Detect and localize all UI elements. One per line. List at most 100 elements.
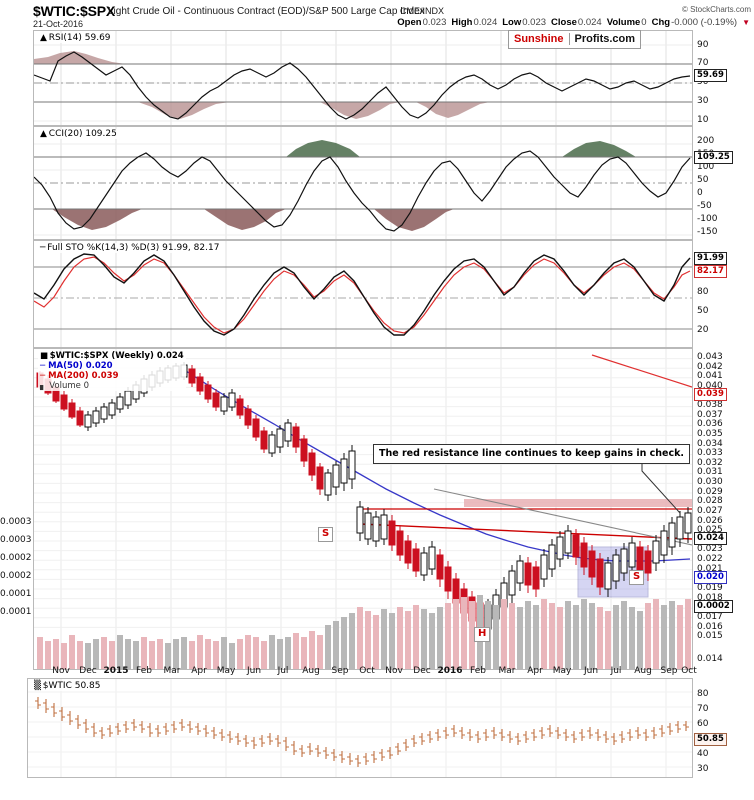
ma200-legend-text: MA(200) 0.039 [48,371,119,381]
xlab-20: Jul [610,666,622,676]
wtic-ytick-60: 60 [697,719,709,729]
quote-date: 21-Oct-2016 [33,19,84,29]
price-ytick-16: 0.027 [697,506,723,516]
xlab-6: May [216,666,236,676]
price-ytick-21: 0.022 [697,554,723,564]
chart-header: $WTIC:$SPX Light Crude Oil - Continuous … [0,0,754,32]
low-value: 0.023 [522,17,547,28]
xlab-21: Aug [634,666,652,676]
rsi-legend: ▲ RSI(14) 59.69 [38,33,113,43]
volume-legend-text: Volume 0 [49,381,89,391]
xlab-8: Jul [277,666,289,676]
ticker-symbol: $WTIC:$SPX [33,3,116,19]
stochastic-d-flag: 82.17 [694,265,727,278]
cci-legend-text: CCI(20) 109.25 [48,129,117,139]
price-ytick-0: 0.043 [697,352,723,362]
low-label: Low [502,17,522,28]
ma50-legend-text: MA(50) 0.020 [48,361,113,371]
open-label: Open [397,17,422,28]
price-svg [34,349,692,669]
xlab-19: Jun [583,666,599,676]
volume-bars-icon: ▖ [40,381,47,391]
ohlc-bars-icon: ▒ [34,681,41,691]
close-value: 0.024 [577,17,602,28]
instrument-description: Light Crude Oil - Continuous Contract (E… [108,6,425,17]
ma200-line [591,354,692,388]
rsi-legend-text: RSI(14) 59.69 [48,33,111,43]
cci-ytick-neg50: -50 [697,201,712,211]
xlab-1: Dec [79,666,97,676]
price-plot [34,349,692,669]
wtic-vertical-gridlines [60,679,667,777]
cci-panel: ▲ CCI(20) 109.25 [33,126,693,240]
stockcharts-attribution: © StockCharts.com [681,5,751,14]
price-ytick-6: 0.037 [697,410,723,420]
xlab-3: Feb [136,666,152,676]
annotation-callout: The red resistance line continues to kee… [373,444,691,464]
xlab-13: Dec [413,666,431,676]
price-ytick-18: 0.025 [697,525,723,535]
rsi-ytick-10: 10 [697,115,709,125]
xlab-0: Nov [52,666,70,676]
wtic-value-flag: 50.85 [694,733,727,746]
stochastic-legend: ─ Full STO %K(14,3) %D(3) 91.99, 82.17 [38,243,222,253]
price-ytick-24: 0.019 [697,583,723,593]
ma50-swatch-icon: ─ [40,361,46,371]
stochastic-svg [34,241,692,347]
rsi-value-flag: 59.69 [694,69,727,82]
xlab-14: 2016 [437,666,463,676]
candlestick-icon: ■ [40,351,48,361]
wtic-ytick-80: 80 [697,689,709,699]
cci-positive-fill-1 [286,140,360,157]
volume-ytick-5: 0.0001 [0,607,32,617]
high-label: High [451,17,473,28]
cci-legend: ▲ CCI(20) 109.25 [38,129,119,139]
cci-ytick-50: 50 [697,175,709,185]
stochastic-k-line [34,253,691,336]
wtic-svg [28,679,692,777]
rsi-oversold-fill [138,102,230,119]
rsi-overbought-fill [34,51,126,64]
cci-ytick-neg150: -150 [697,227,718,237]
xlab-11: Oct [359,666,375,676]
cci-svg [34,127,692,239]
wtic-legend: ▒ $WTIC 50.85 [32,681,103,691]
sunshine-profits-watermark: Sunshine Profits.com [508,30,642,49]
volume-value: 0 [641,17,647,28]
price-ytick-10: 0.033 [697,448,723,458]
resistance-band [464,499,692,507]
price-ytick-20: 0.023 [697,544,723,554]
volume-ytick-2: 0.0002 [0,553,32,563]
chevron-down-icon[interactable]: ▼ [742,18,750,27]
rsi-line [34,51,691,120]
cci-horizontal-gridlines [34,143,692,236]
cci-ytick-neg100: -100 [697,214,718,224]
ma50-legend: ─ MA(50) 0.020 [40,361,184,371]
candlestick-series [36,362,692,639]
price-ytick-13: 0.030 [697,477,723,487]
last-price-flag: 0.024 [694,532,727,545]
ma50-line [185,370,691,562]
cci-value-flag: 109.25 [694,151,733,164]
price-ytick-8: 0.035 [697,429,723,439]
xlab-10: Sep [331,666,349,676]
volume-ytick-3: 0.0002 [0,571,32,581]
xlab-9: Aug [302,666,320,676]
xlab-16: Mar [498,666,516,676]
price-ytick-28: 0.015 [697,631,723,641]
xlab-17: Apr [527,666,543,676]
cci-line [34,150,691,232]
watermark-sunshine: Sunshine [509,33,570,45]
price-ytick-15: 0.028 [697,496,723,506]
close-label: Close [551,17,577,28]
wtic-ohlc-bars [35,697,689,767]
wtic-legend-text: $WTIC 50.85 [42,681,101,691]
stochastic-k-flag: 91.99 [694,252,727,265]
xlab-22: Sep [660,666,678,676]
cci-indicator-icon: ▲ [40,129,47,139]
price-ytick-12: 0.031 [697,467,723,477]
cci-positive-fill-2 [562,141,636,157]
sto-ytick-50: 50 [697,306,709,316]
rsi-plot [34,31,692,125]
price-ytick-1: 0.042 [697,362,723,372]
